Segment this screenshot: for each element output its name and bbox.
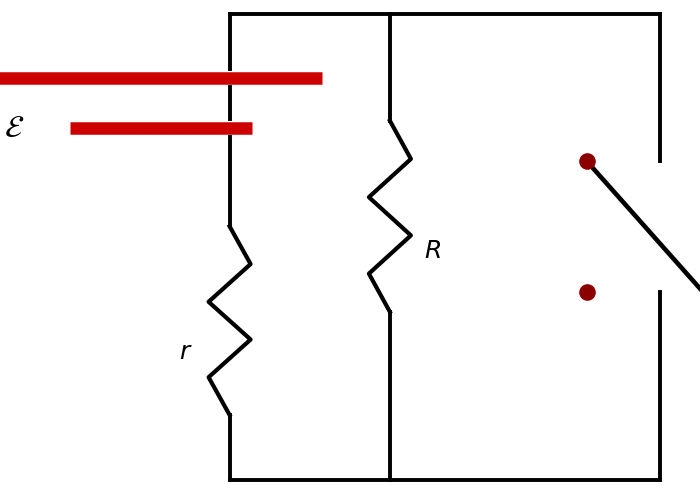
Text: $r$: $r$	[178, 341, 192, 364]
Point	[581, 288, 592, 296]
Text: $R$: $R$	[424, 240, 440, 263]
Text: $\mathcal{E}$: $\mathcal{E}$	[4, 113, 24, 144]
Point	[581, 157, 592, 165]
